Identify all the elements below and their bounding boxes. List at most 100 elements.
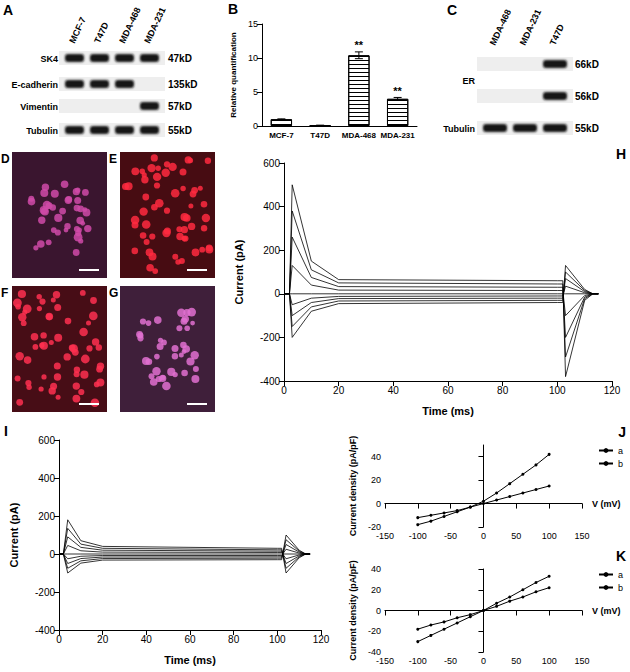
svg-text:0: 0 xyxy=(253,121,258,131)
svg-text:40: 40 xyxy=(371,564,381,574)
svg-text:400: 400 xyxy=(263,201,280,212)
svg-text:55kD: 55kD xyxy=(168,125,192,136)
svg-text:200: 200 xyxy=(38,511,55,522)
svg-text:MDA-231: MDA-231 xyxy=(381,131,416,140)
svg-text:-150: -150 xyxy=(376,531,394,541)
svg-text:MDA-231: MDA-231 xyxy=(518,8,543,47)
svg-text:MDA-468: MDA-468 xyxy=(117,6,142,45)
svg-text:80: 80 xyxy=(228,634,240,645)
svg-text:D: D xyxy=(1,152,10,166)
svg-text:T47D: T47D xyxy=(92,20,111,45)
svg-text:600: 600 xyxy=(263,158,280,169)
svg-text:MDA-468: MDA-468 xyxy=(342,131,377,140)
svg-text:40: 40 xyxy=(388,385,400,396)
svg-text:-150: -150 xyxy=(376,656,394,666)
svg-text:**: ** xyxy=(393,85,402,97)
svg-text:I: I xyxy=(4,423,8,439)
svg-text:40: 40 xyxy=(371,452,381,462)
svg-text:A: A xyxy=(3,2,13,18)
svg-text:135kD: 135kD xyxy=(168,79,197,90)
svg-text:G: G xyxy=(109,286,118,300)
svg-text:20: 20 xyxy=(371,585,381,595)
svg-text:J: J xyxy=(618,425,626,440)
svg-text:47kD: 47kD xyxy=(168,53,192,64)
svg-text:MDA-231: MDA-231 xyxy=(142,6,167,45)
svg-text:20: 20 xyxy=(97,634,109,645)
svg-text:50: 50 xyxy=(511,531,521,541)
svg-text:100: 100 xyxy=(549,385,566,396)
svg-text:H: H xyxy=(616,146,626,162)
svg-text:MCF-7: MCF-7 xyxy=(269,131,294,140)
svg-text:-100: -100 xyxy=(409,656,427,666)
svg-text:Tubulin: Tubulin xyxy=(26,126,58,136)
svg-text:Current (pA): Current (pA) xyxy=(233,239,245,304)
svg-text:120: 120 xyxy=(604,385,621,396)
svg-text:0: 0 xyxy=(56,634,62,645)
svg-text:20: 20 xyxy=(371,475,381,485)
svg-text:Current density (pA/pF): Current density (pA/pF) xyxy=(348,560,358,661)
svg-text:100: 100 xyxy=(269,634,286,645)
svg-text:Time (ms): Time (ms) xyxy=(422,405,474,417)
svg-text:5: 5 xyxy=(253,87,258,97)
svg-text:-100: -100 xyxy=(409,531,427,541)
svg-text:0: 0 xyxy=(376,499,381,509)
svg-text:-200: -200 xyxy=(260,332,280,343)
svg-text:20: 20 xyxy=(333,385,345,396)
svg-text:ER: ER xyxy=(462,76,475,86)
svg-text:200: 200 xyxy=(263,245,280,256)
svg-text:b: b xyxy=(618,583,623,593)
svg-text:K: K xyxy=(616,549,626,564)
svg-text:a: a xyxy=(618,446,623,456)
svg-text:0: 0 xyxy=(481,531,486,541)
svg-text:15: 15 xyxy=(248,19,258,29)
svg-text:400: 400 xyxy=(38,473,55,484)
svg-text:-200: -200 xyxy=(35,587,55,598)
svg-text:0: 0 xyxy=(376,606,381,616)
svg-text:0: 0 xyxy=(281,385,287,396)
svg-text:100: 100 xyxy=(542,531,557,541)
svg-text:-400: -400 xyxy=(260,376,280,387)
svg-text:**: ** xyxy=(355,39,364,51)
svg-text:10: 10 xyxy=(248,53,258,63)
svg-text:50: 50 xyxy=(511,656,521,666)
svg-text:57kD: 57kD xyxy=(168,101,192,112)
svg-text:V (mV): V (mV) xyxy=(592,499,621,509)
svg-text:Current density (pA/pF): Current density (pA/pF) xyxy=(348,436,358,537)
svg-text:E-cadherin: E-cadherin xyxy=(11,80,58,90)
svg-text:56kD: 56kD xyxy=(575,91,599,102)
svg-text:-20: -20 xyxy=(368,626,381,636)
svg-text:E: E xyxy=(109,152,117,166)
svg-text:SK4: SK4 xyxy=(40,54,58,64)
svg-text:T47D: T47D xyxy=(548,22,567,47)
svg-text:-50: -50 xyxy=(444,656,457,666)
svg-text:-400: -400 xyxy=(35,625,55,636)
svg-text:Vimentin: Vimentin xyxy=(20,102,58,112)
svg-text:150: 150 xyxy=(574,531,589,541)
svg-text:60: 60 xyxy=(184,634,196,645)
svg-text:150: 150 xyxy=(574,656,589,666)
svg-text:100: 100 xyxy=(542,656,557,666)
svg-text:0: 0 xyxy=(274,288,280,299)
svg-text:60: 60 xyxy=(442,385,454,396)
svg-text:C: C xyxy=(447,2,457,18)
svg-text:MCF-7: MCF-7 xyxy=(67,16,88,45)
svg-text:MDA-468: MDA-468 xyxy=(488,8,513,47)
svg-text:Tubulin: Tubulin xyxy=(443,124,475,134)
svg-text:120: 120 xyxy=(313,634,330,645)
svg-text:-50: -50 xyxy=(444,531,457,541)
svg-text:80: 80 xyxy=(497,385,509,396)
svg-text:600: 600 xyxy=(38,435,55,446)
svg-text:0: 0 xyxy=(481,656,486,666)
svg-text:B: B xyxy=(228,1,238,17)
svg-text:Time (ms): Time (ms) xyxy=(164,654,216,666)
svg-text:66kD: 66kD xyxy=(575,59,599,70)
svg-text:F: F xyxy=(1,286,8,300)
svg-text:0: 0 xyxy=(49,549,55,560)
svg-text:40: 40 xyxy=(141,634,153,645)
svg-text:V (mV): V (mV) xyxy=(592,606,621,616)
svg-text:T47D: T47D xyxy=(310,131,330,140)
svg-text:a: a xyxy=(618,570,623,580)
svg-text:55kD: 55kD xyxy=(575,123,599,134)
svg-text:Current (pA): Current (pA) xyxy=(8,502,20,567)
svg-text:b: b xyxy=(618,459,623,469)
